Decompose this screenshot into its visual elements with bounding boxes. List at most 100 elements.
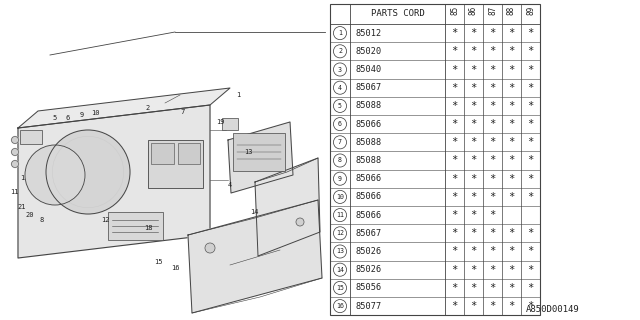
Text: 16: 16: [336, 303, 344, 309]
Text: *: *: [508, 174, 515, 184]
Bar: [330, 4, 540, 315]
Text: 1: 1: [338, 30, 342, 36]
Text: 85066: 85066: [355, 192, 381, 201]
Text: 88: 88: [507, 6, 516, 15]
Text: *: *: [470, 46, 477, 56]
Text: 85066: 85066: [355, 174, 381, 183]
Circle shape: [12, 148, 19, 156]
FancyBboxPatch shape: [222, 118, 238, 130]
Text: *: *: [527, 46, 534, 56]
Text: 5: 5: [338, 103, 342, 109]
Text: 85026: 85026: [355, 247, 381, 256]
Text: *: *: [490, 137, 495, 147]
Text: *: *: [451, 192, 458, 202]
Text: 14: 14: [250, 209, 259, 215]
Text: 4: 4: [228, 182, 232, 188]
Text: *: *: [490, 83, 495, 93]
Polygon shape: [228, 122, 293, 193]
Text: 16: 16: [171, 265, 179, 271]
Text: *: *: [527, 301, 534, 311]
Text: *: *: [470, 137, 477, 147]
Text: *: *: [508, 301, 515, 311]
Text: 7: 7: [338, 139, 342, 145]
Text: *: *: [490, 101, 495, 111]
Text: 87: 87: [488, 6, 497, 15]
Polygon shape: [188, 200, 322, 313]
Text: *: *: [451, 28, 458, 38]
Text: *: *: [451, 246, 458, 257]
Circle shape: [205, 243, 215, 253]
Text: 8: 8: [40, 217, 44, 223]
Text: *: *: [527, 156, 534, 165]
Text: A850D00149: A850D00149: [526, 305, 580, 314]
Text: *: *: [490, 192, 495, 202]
Polygon shape: [255, 158, 320, 256]
Text: 9: 9: [338, 176, 342, 182]
Text: *: *: [527, 192, 534, 202]
Text: 20: 20: [26, 212, 35, 218]
Text: *: *: [451, 65, 458, 75]
Text: 85: 85: [450, 6, 459, 15]
Text: *: *: [508, 101, 515, 111]
Text: *: *: [490, 283, 495, 293]
Text: *: *: [527, 28, 534, 38]
Text: *: *: [490, 46, 495, 56]
Text: *: *: [470, 210, 477, 220]
Text: *: *: [508, 46, 515, 56]
Text: *: *: [470, 246, 477, 257]
Circle shape: [12, 161, 19, 167]
Text: 85040: 85040: [355, 65, 381, 74]
Text: 7: 7: [181, 109, 185, 115]
Text: 10: 10: [91, 110, 99, 116]
Text: 1: 1: [236, 92, 240, 98]
Text: 85088: 85088: [355, 101, 381, 110]
Text: *: *: [470, 119, 477, 129]
Text: 8: 8: [338, 157, 342, 164]
Text: 13: 13: [244, 149, 252, 155]
Text: *: *: [470, 101, 477, 111]
Text: *: *: [451, 228, 458, 238]
Text: 11: 11: [10, 189, 19, 195]
Text: *: *: [508, 65, 515, 75]
Text: *: *: [451, 83, 458, 93]
Text: *: *: [508, 265, 515, 275]
Text: 89: 89: [526, 6, 535, 15]
Text: *: *: [490, 156, 495, 165]
Text: *: *: [508, 28, 515, 38]
Text: *: *: [527, 83, 534, 93]
Text: 85056: 85056: [355, 284, 381, 292]
Text: 85066: 85066: [355, 211, 381, 220]
Text: *: *: [451, 101, 458, 111]
FancyBboxPatch shape: [20, 130, 42, 144]
Text: 9: 9: [80, 112, 84, 118]
Text: *: *: [470, 301, 477, 311]
Circle shape: [12, 137, 19, 143]
Text: 4: 4: [338, 85, 342, 91]
Text: 6: 6: [338, 121, 342, 127]
Text: 85026: 85026: [355, 265, 381, 274]
Text: *: *: [470, 192, 477, 202]
Text: *: *: [508, 83, 515, 93]
Text: *: *: [451, 119, 458, 129]
Text: 15: 15: [154, 259, 163, 265]
Polygon shape: [18, 105, 210, 258]
Text: *: *: [527, 119, 534, 129]
Circle shape: [296, 218, 304, 226]
Text: 6: 6: [66, 115, 70, 121]
FancyBboxPatch shape: [108, 212, 163, 240]
FancyBboxPatch shape: [148, 140, 203, 188]
Text: *: *: [490, 301, 495, 311]
Text: *: *: [490, 65, 495, 75]
Text: *: *: [508, 192, 515, 202]
Text: 2: 2: [146, 105, 150, 111]
Text: *: *: [470, 28, 477, 38]
Text: *: *: [527, 174, 534, 184]
Text: 19: 19: [216, 119, 224, 125]
Text: 85088: 85088: [355, 138, 381, 147]
FancyBboxPatch shape: [178, 143, 200, 164]
Text: 13: 13: [336, 249, 344, 254]
Text: *: *: [490, 228, 495, 238]
FancyBboxPatch shape: [151, 143, 174, 164]
Text: *: *: [490, 119, 495, 129]
Text: 18: 18: [144, 225, 152, 231]
